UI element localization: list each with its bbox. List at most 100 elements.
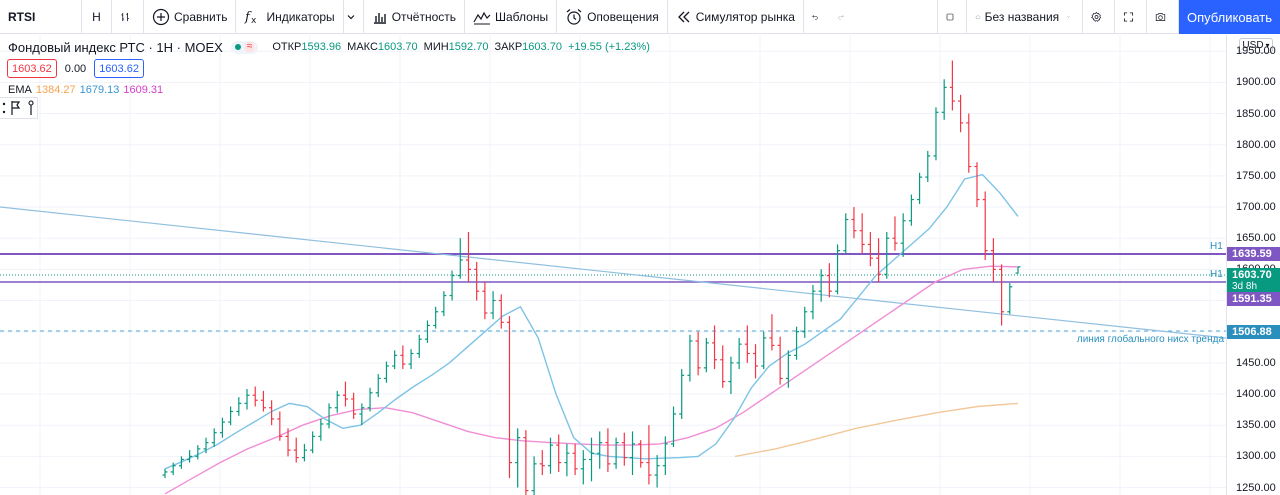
ohlc-bar <box>908 194 914 226</box>
ohlc-bar <box>318 418 324 441</box>
h1-lower-label: H1 <box>1210 269 1223 280</box>
ohlc-bar <box>835 244 841 295</box>
ohlc-bar <box>712 325 718 370</box>
ohlc-bar <box>228 406 234 426</box>
price-tick-label: 1300.00 <box>1236 450 1276 463</box>
gear-icon <box>1091 11 1102 22</box>
ohlc-bar <box>974 162 980 208</box>
ohlc-bars <box>162 60 1021 495</box>
alerts-button[interactable]: Оповещения <box>557 0 668 34</box>
undo-button[interactable] <box>804 0 830 34</box>
support-value: 1506.88 <box>1232 326 1272 338</box>
interval-button[interactable]: H <box>82 0 112 34</box>
ohlc-bar <box>703 337 709 373</box>
sell-button[interactable]: 1603.62 <box>7 59 57 78</box>
ohlc-bar <box>1007 283 1013 315</box>
ohlc-bar <box>818 269 824 302</box>
buy-button[interactable]: 1603.62 <box>94 59 144 78</box>
market-replay-button[interactable]: Симулятор рынка <box>668 0 804 34</box>
redo-button[interactable] <box>830 0 856 34</box>
currency-select[interactable]: USD ▾ <box>1239 38 1273 53</box>
ohlc-bar <box>293 437 299 463</box>
ohlc-bar <box>351 392 357 419</box>
plus-circle-icon <box>152 8 170 25</box>
h1-lower-value: 1591.35 <box>1232 293 1272 305</box>
ohlc-bar <box>638 440 644 468</box>
h1-upper-value: 1639.59 <box>1232 248 1272 260</box>
ohlc-bar <box>802 306 808 338</box>
market-open-dot-icon <box>234 44 241 50</box>
fullscreen-button[interactable] <box>1115 0 1147 34</box>
ohlc-bar <box>408 349 414 370</box>
fullscreen-layout-button[interactable] <box>937 0 967 34</box>
ohlc-bar <box>941 79 947 120</box>
templates-button[interactable]: Шаблоны <box>465 0 558 34</box>
market-status-pill[interactable]: ≈ <box>230 40 259 54</box>
chart-type-button[interactable] <box>112 0 144 34</box>
delayed-data-icon: ≈ <box>244 41 255 52</box>
ohlc-bar <box>178 456 184 469</box>
bar-countdown: 3d 8h <box>1232 281 1258 292</box>
ohlc-bar <box>900 213 906 257</box>
layout-name-button[interactable]: Без названия <box>967 0 1083 34</box>
legend-title[interactable]: Фондовый индекс РТС · 1Н · MOEX <box>8 39 223 55</box>
ohlc-bar <box>203 437 209 454</box>
ohlc-bar <box>605 428 611 472</box>
ohlc-bar <box>589 437 594 482</box>
price-axis[interactable]: USD ▾ 1950.00 1900.00 1850.00 1800.00 1750.00… <box>1226 35 1280 495</box>
favorite-indicators-button[interactable] <box>344 0 364 34</box>
ohlc-bar <box>170 462 176 476</box>
ema-value-1: 1384.27 <box>35 84 76 96</box>
ohlc-bar <box>269 400 275 426</box>
alarm-clock-icon <box>566 8 582 25</box>
price-tick-label: 1400.00 <box>1236 388 1276 401</box>
ohlc-bar <box>949 60 955 111</box>
ohlc-bar <box>449 270 455 301</box>
flag-tool-icon[interactable] <box>10 100 22 116</box>
ohlc-bar <box>810 284 816 320</box>
ohlc-bar <box>367 387 373 412</box>
ohlc-bar <box>687 334 693 382</box>
pin-tool-icon[interactable] <box>27 100 35 116</box>
ohlc-bar <box>474 261 480 301</box>
reports-label: Отчётность <box>391 9 456 24</box>
dots-icon[interactable] <box>2 101 6 115</box>
h1-upper-label: H1 <box>1210 241 1223 252</box>
ohlc-bar <box>859 213 865 254</box>
templates-icon <box>473 11 491 24</box>
price-tick-label: 1650.00 <box>1236 232 1276 245</box>
global-downtrend-line[interactable] <box>0 206 1226 339</box>
market-replay-label: Симулятор рынка <box>695 9 795 24</box>
ohlc-bar <box>761 331 767 370</box>
ohlc-bar <box>597 431 603 469</box>
templates-label: Шаблоны <box>495 9 549 24</box>
reports-button[interactable]: Отчётность <box>364 0 465 34</box>
compare-button[interactable]: Сравнить <box>144 0 237 34</box>
interval-label: H <box>92 9 101 24</box>
publish-button[interactable]: Опубликовать <box>1179 0 1280 34</box>
rewind-icon <box>677 11 690 22</box>
ohlc-bar <box>876 238 882 282</box>
ohlc-bar <box>195 445 201 460</box>
ohlc-bar <box>260 390 266 412</box>
ohlc-bar <box>753 344 759 379</box>
settings-button[interactable] <box>1083 0 1115 34</box>
ohlc-bar <box>285 428 291 457</box>
price-chart[interactable]: H1 H1 линия глобального нисх тренда <box>0 35 1226 495</box>
layout-name-label: Без названия <box>984 10 1060 24</box>
ohlc-bar <box>695 331 701 376</box>
ohlc-bar <box>564 443 570 477</box>
ohlc-bar <box>211 428 217 448</box>
snapshot-button[interactable] <box>1147 0 1179 34</box>
ohlc-bar <box>219 417 225 438</box>
ema-legend[interactable]: EMA 1384.27 1679.13 1609.31 <box>8 84 163 96</box>
symbol-search-button[interactable]: RTSI <box>0 0 82 34</box>
ohlc-bar <box>884 231 890 279</box>
trade-buttons: 1603.62 0.00 1603.62 <box>7 59 144 78</box>
price-tick-label: 1850.00 <box>1236 107 1276 120</box>
ohlc-bar <box>416 334 422 358</box>
svg-text:f: f <box>244 10 252 25</box>
ohlc-bar <box>556 434 562 472</box>
low-value: 1592.70 <box>448 41 489 53</box>
